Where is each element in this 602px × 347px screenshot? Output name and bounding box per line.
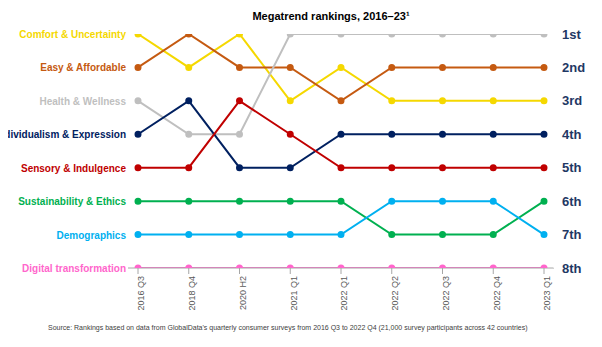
svg-text:2022 Q4: 2022 Q4 bbox=[492, 276, 502, 311]
svg-text:2020 H2: 2020 H2 bbox=[238, 276, 248, 310]
svg-text:4th: 4th bbox=[562, 127, 582, 142]
svg-text:Sensory & Indulgence: Sensory & Indulgence bbox=[21, 163, 126, 174]
svg-text:Individualism & Expression: Individualism & Expression bbox=[8, 129, 126, 140]
svg-text:2022 Q2: 2022 Q2 bbox=[390, 276, 400, 311]
svg-text:Health & Wellness: Health & Wellness bbox=[39, 96, 126, 107]
svg-text:7th: 7th bbox=[562, 227, 582, 242]
html-text:Source: Rankings based on data: Source: Rankings based on data from Glob… bbox=[48, 324, 528, 331]
svg-text:3rd: 3rd bbox=[562, 93, 582, 108]
svg-text:6th: 6th bbox=[562, 194, 582, 209]
svg-text:2021 Q1: 2021 Q1 bbox=[289, 276, 299, 311]
svg-text:Demographics: Demographics bbox=[57, 230, 127, 241]
svg-text:2018 Q4: 2018 Q4 bbox=[187, 276, 197, 311]
html-text:Megatrend rankings, 2016–23¹: Megatrend rankings, 2016–23¹ bbox=[252, 10, 410, 22]
svg-text:2023 Q1: 2023 Q1 bbox=[542, 276, 552, 311]
svg-text:Sustainability & Ethics: Sustainability & Ethics bbox=[18, 196, 126, 207]
svg-text:5th: 5th bbox=[562, 160, 582, 175]
svg-text:2nd: 2nd bbox=[562, 60, 585, 75]
svg-text:2016 Q3: 2016 Q3 bbox=[136, 276, 146, 311]
svg-text:Comfort & Uncertainty: Comfort & Uncertainty bbox=[19, 29, 126, 40]
svg-text:8th: 8th bbox=[562, 261, 582, 276]
svg-text:Easy & Affordable: Easy & Affordable bbox=[40, 62, 126, 73]
svg-text:1st: 1st bbox=[562, 27, 581, 42]
svg-text:2022 Q3: 2022 Q3 bbox=[441, 276, 451, 311]
svg-text:Digital transformation: Digital transformation bbox=[22, 263, 126, 274]
svg-text:2022 Q1: 2022 Q1 bbox=[339, 276, 349, 311]
